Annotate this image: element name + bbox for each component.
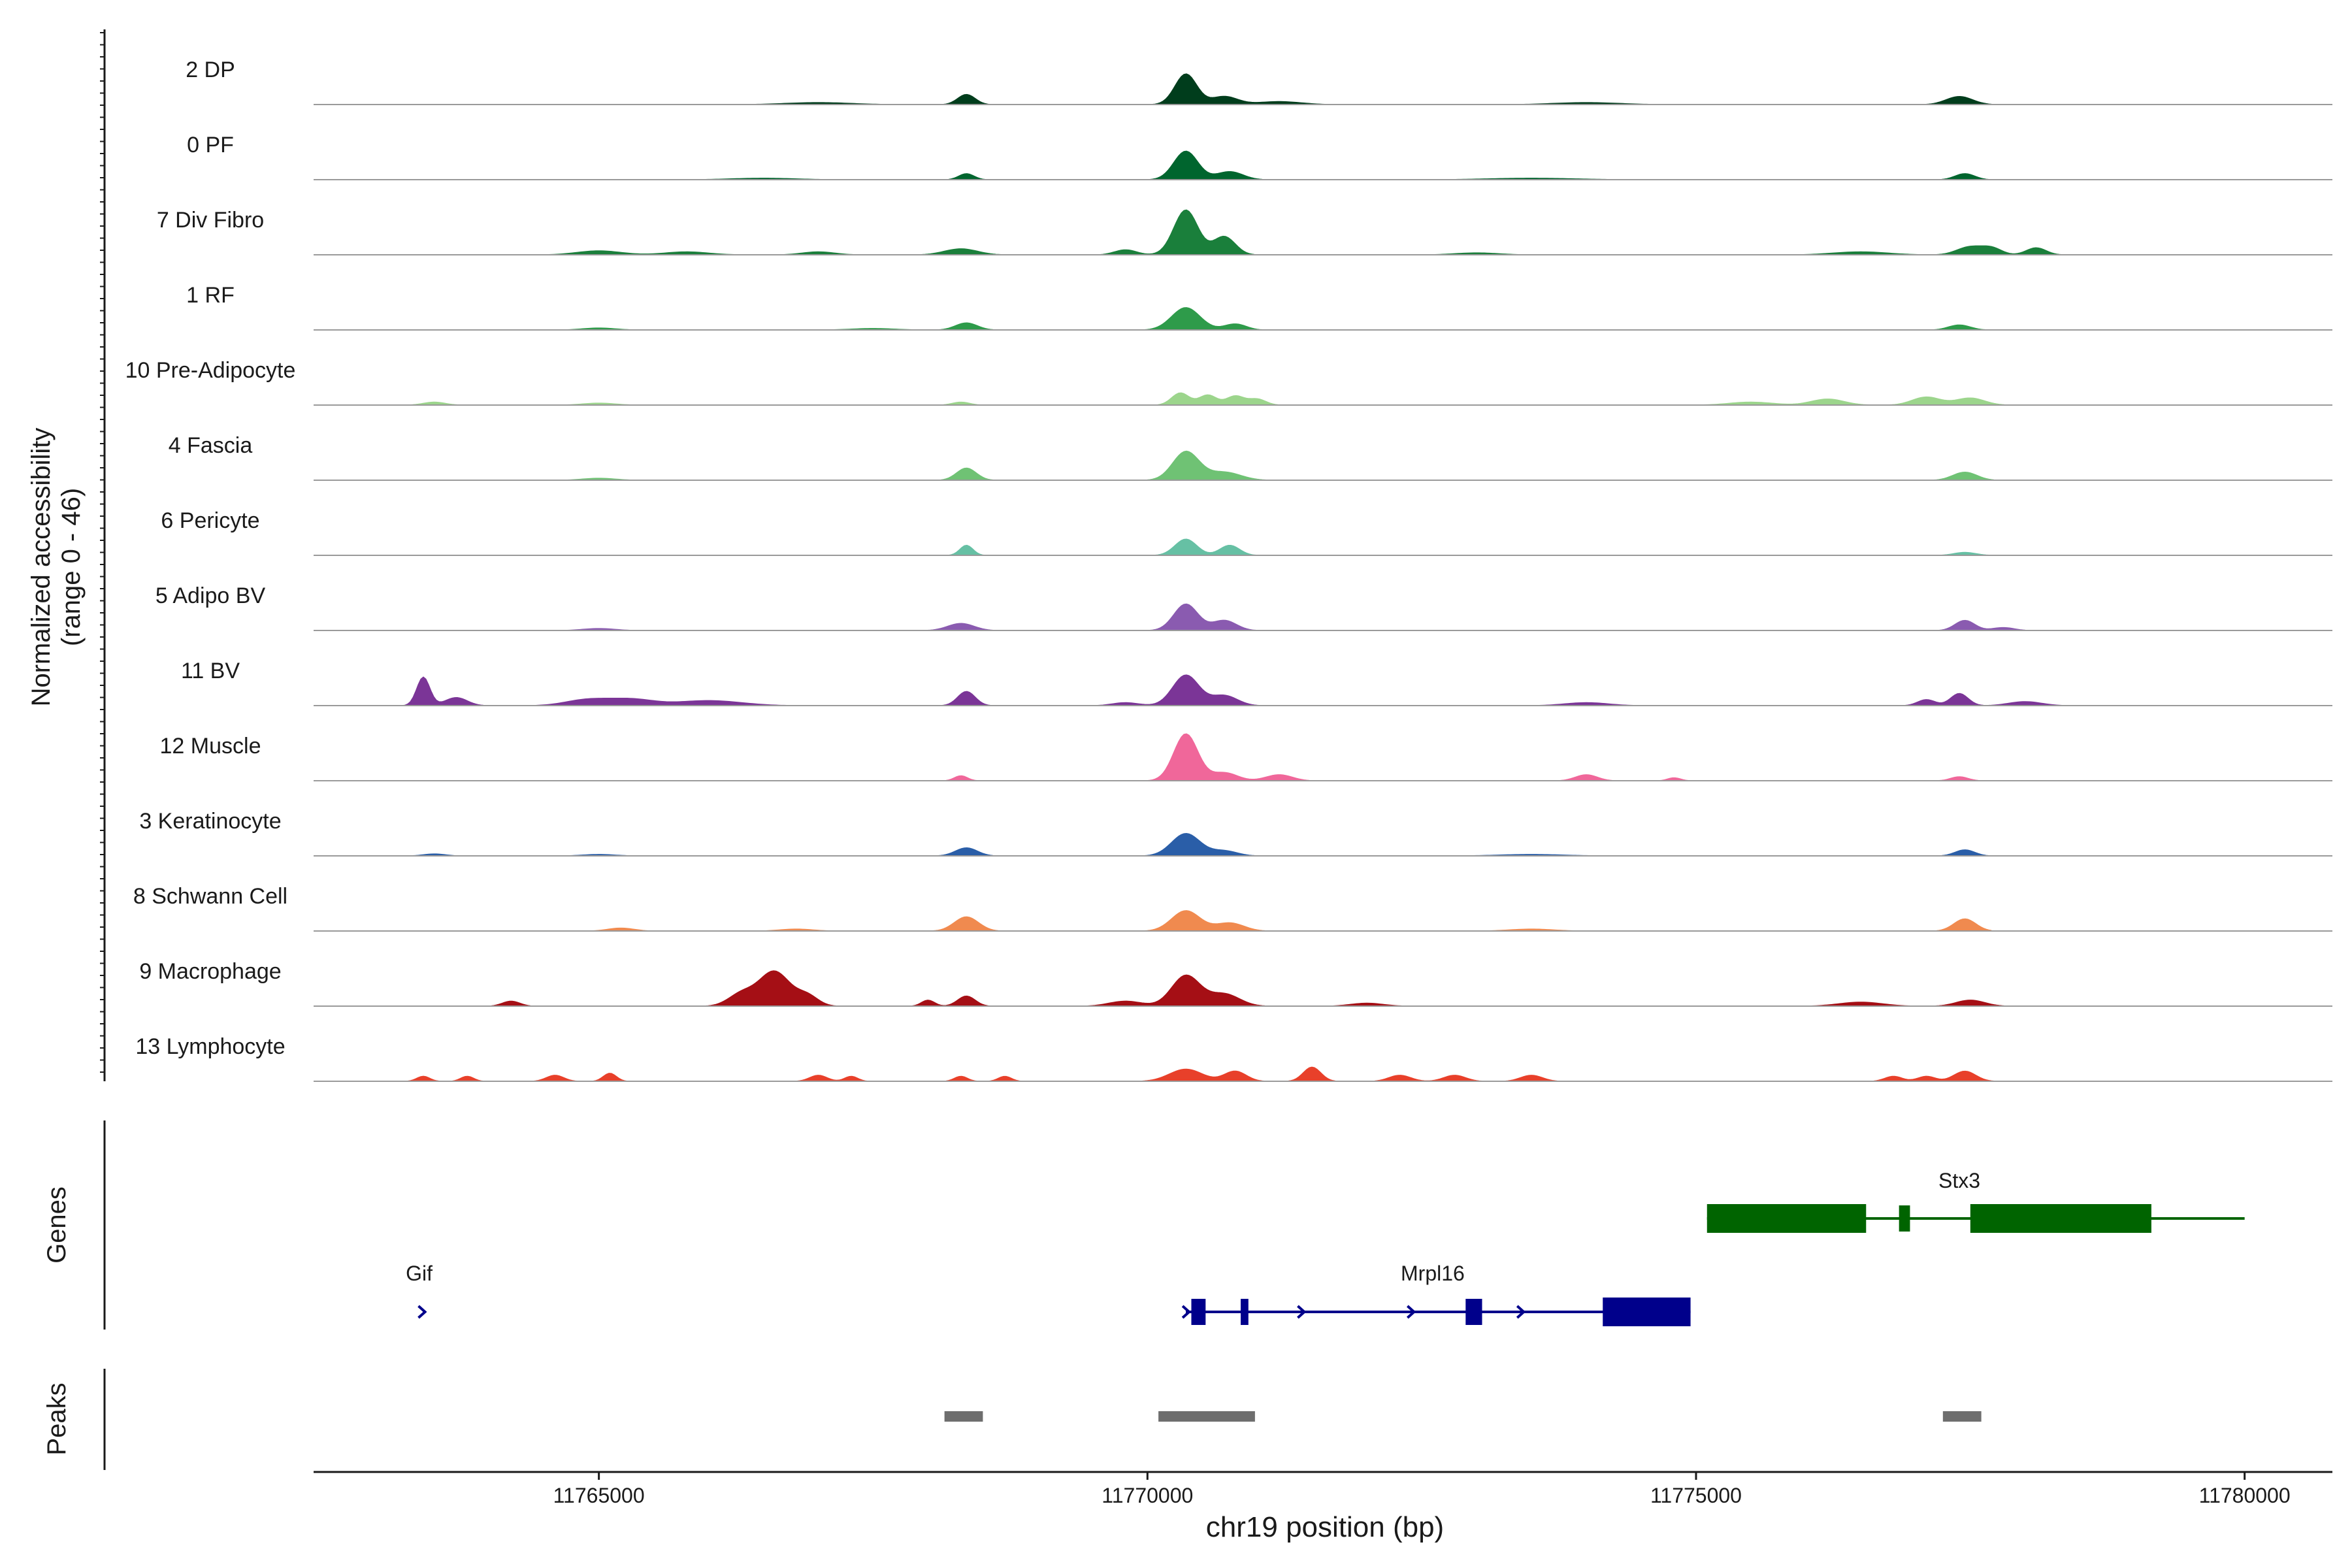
track-label: 3 Keratinocyte	[139, 809, 281, 834]
track-10: 12 Muscle	[160, 733, 2332, 781]
gene-exon	[1970, 1204, 2151, 1233]
strand-arrow-icon	[417, 1305, 427, 1319]
coverage-area	[314, 733, 2332, 781]
x-tick-label: 11780000	[2199, 1484, 2291, 1507]
track-label: 2 DP	[186, 57, 235, 82]
track-3: 7 Div Fibro	[157, 208, 2332, 255]
strand-arrow-icon	[1181, 1305, 1192, 1319]
track-label: 6 Pericyte	[161, 508, 259, 533]
x-axis-ticks: 11765000 11770000 11775000 11780000	[553, 1472, 2291, 1507]
gene-gif: Gif	[406, 1262, 433, 1319]
gene-name: Gif	[406, 1262, 433, 1285]
coverage-area	[314, 73, 2332, 105]
track-label: 13 Lymphocyte	[135, 1034, 285, 1059]
coverage-area	[314, 392, 2332, 406]
track-8: 5 Adipo BV	[155, 583, 2332, 631]
track-label: 10 Pre-Adipocyte	[125, 358, 296, 383]
coverage-area	[314, 910, 2332, 932]
gene-name: Mrpl16	[1401, 1262, 1465, 1285]
track-2: 0 PF	[187, 133, 2332, 180]
gene-name: Stx3	[1938, 1169, 1980, 1192]
track-label: 7 Div Fibro	[157, 208, 264, 233]
coverage-area	[314, 674, 2332, 706]
track-label: 5 Adipo BV	[155, 583, 266, 608]
strand-arrow-icon	[1297, 1305, 1307, 1319]
y-axis-label: Normalized accessibility	[27, 428, 56, 707]
track-label: 8 Schwann Cell	[133, 884, 287, 909]
gene-exon	[1241, 1299, 1249, 1325]
track-label: 9 Macrophage	[139, 959, 281, 984]
track-14: 13 Lymphocyte	[135, 1034, 2332, 1082]
x-tick-label: 11765000	[553, 1484, 645, 1507]
track-9: 11 BV	[181, 659, 2332, 706]
track-6: 4 Fascia	[169, 433, 2332, 481]
coverage-tracks: 2 DP 0 PF 7 Div Fibro 1 RF 10 Pre-Adipocyte 4…	[125, 57, 2332, 1082]
genes-panel: Stx3 Gif Mrpl16	[406, 1169, 2245, 1326]
peak-region	[1942, 1411, 1982, 1422]
coverage-area	[314, 603, 2332, 631]
coverage-y-axis-ticks	[100, 32, 105, 1073]
peak-region	[944, 1411, 983, 1422]
track-5: 10 Pre-Adipocyte	[125, 358, 2332, 406]
track-1: 2 DP	[186, 57, 2332, 105]
coverage-area	[314, 1066, 2332, 1082]
track-label: 0 PF	[187, 133, 234, 157]
coverage-area	[314, 150, 2332, 180]
strand-arrow-icon	[1516, 1305, 1526, 1319]
x-tick-label: 11775000	[1650, 1484, 1742, 1507]
track-label: 12 Muscle	[160, 734, 261, 759]
track-13: 9 Macrophage	[139, 959, 2332, 1007]
x-tick-label: 11770000	[1102, 1484, 1193, 1507]
track-label: 4 Fascia	[169, 433, 253, 458]
gene-exon	[1465, 1299, 1482, 1325]
coverage-area	[314, 307, 2332, 331]
gene-mrpl16: Mrpl16	[1181, 1262, 1691, 1326]
coverage-area	[314, 832, 2332, 857]
genes-panel-label: Genes	[42, 1186, 71, 1264]
peak-region	[1158, 1411, 1255, 1422]
gene-exon	[1191, 1299, 1206, 1325]
peaks-panel	[944, 1411, 1982, 1422]
gene-exon	[1899, 1205, 1910, 1232]
peaks-panel-label: Peaks	[42, 1382, 71, 1455]
coverage-area	[314, 450, 2332, 481]
x-axis-label: chr19 position (bp)	[1206, 1511, 1444, 1543]
track-label: 1 RF	[186, 283, 235, 308]
coverage-area	[314, 209, 2332, 255]
y-axis-title: Normalized accessibility (range 0 - 46)	[27, 428, 86, 707]
strand-arrow-icon	[1407, 1305, 1416, 1319]
track-7: 6 Pericyte	[161, 508, 2332, 556]
coverage-area	[314, 970, 2332, 1007]
gene-stx3: Stx3	[1707, 1169, 2245, 1233]
track-label: 11 BV	[181, 659, 240, 683]
track-11: 3 Keratinocyte	[139, 809, 2332, 857]
y-axis-range-label: (range 0 - 46)	[57, 488, 86, 646]
gene-exon	[1707, 1204, 1867, 1233]
gene-exon	[1603, 1298, 1691, 1326]
track-4: 1 RF	[186, 283, 2332, 331]
coverage-area	[314, 538, 2332, 556]
track-12: 8 Schwann Cell	[133, 884, 2332, 932]
